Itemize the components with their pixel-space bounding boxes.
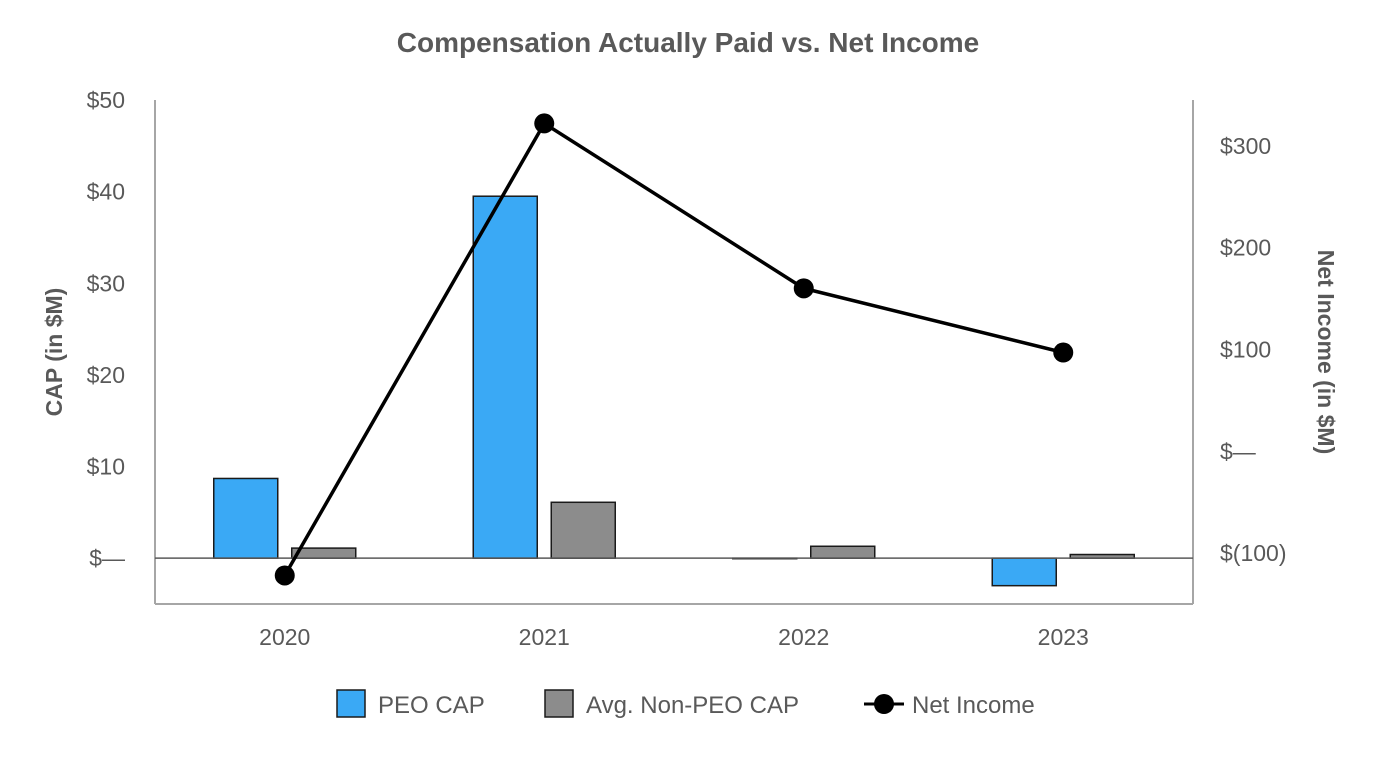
y-tick-label: $40 <box>87 179 125 205</box>
bars <box>213 195 1135 587</box>
y2-tick-label: $300 <box>1220 133 1271 159</box>
y-tick-label: $50 <box>87 87 125 113</box>
legend-label-net-income: Net Income <box>912 692 1035 719</box>
x-tick-label: 2022 <box>778 624 829 650</box>
x-tick-label: 2021 <box>519 624 570 650</box>
net-income-point-2022 <box>793 278 814 299</box>
x-axis-ticks: 2020 2021 2022 2023 <box>259 624 1089 650</box>
right-axis-ticks: $(100) $— $100 $200 $300 <box>1220 133 1286 566</box>
legend-swatch-peo-cap <box>336 689 366 718</box>
bar-peo-cap-2023 <box>991 557 1057 587</box>
legend-label-non-peo-cap: Avg. Non-PEO CAP <box>586 692 799 719</box>
y2-axis-title: Net Income (in $M) <box>1313 250 1339 454</box>
y-axis-title: CAP (in $M) <box>41 288 67 417</box>
net-income-point-2020 <box>274 565 295 586</box>
y-tick-label: $20 <box>87 362 125 388</box>
x-tick-label: 2023 <box>1038 624 1089 650</box>
y-tick-label: $10 <box>87 454 125 480</box>
chart-title: Compensation Actually Paid vs. Net Incom… <box>397 27 979 58</box>
bar-avg-non-peo-cap-2022 <box>810 545 876 559</box>
legend-swatch-non-peo-cap <box>544 689 574 718</box>
legend-label-peo-cap: PEO CAP <box>378 692 485 719</box>
legend-swatch-net-income-marker <box>874 694 894 714</box>
net-income-line-series <box>274 113 1074 586</box>
y2-tick-label: $200 <box>1220 235 1271 261</box>
bar-peo-cap-2020 <box>213 477 279 559</box>
y-tick-label: $30 <box>87 270 125 296</box>
legend: PEO CAP Avg. Non-PEO CAP Net Income <box>336 689 1035 719</box>
net-income-point-2023 <box>1053 342 1074 363</box>
x-tick-label: 2020 <box>259 624 310 650</box>
bar-avg-non-peo-cap-2021 <box>550 501 616 559</box>
left-axis-ticks: $— $10 $20 $30 $40 $50 <box>87 87 125 571</box>
y-tick-label: $— <box>89 545 125 571</box>
net-income-line <box>283 121 1064 577</box>
y2-tick-label: $(100) <box>1220 540 1286 566</box>
y2-tick-label: $100 <box>1220 336 1271 362</box>
y2-tick-label: $— <box>1220 438 1256 464</box>
bar-peo-cap-2021 <box>472 195 538 559</box>
net-income-point-2021 <box>534 113 555 134</box>
